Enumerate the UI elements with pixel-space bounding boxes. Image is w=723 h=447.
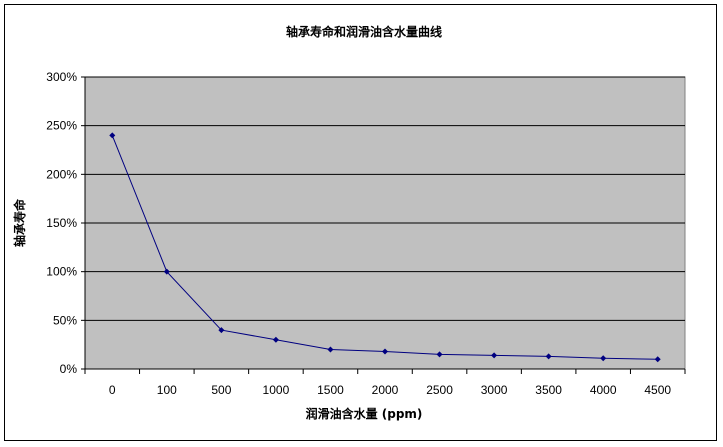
x-tick-label: 2500 bbox=[426, 383, 453, 397]
data-point bbox=[545, 353, 552, 360]
data-point bbox=[163, 268, 170, 275]
x-tick-label: 3000 bbox=[481, 383, 508, 397]
x-tick-label: 2000 bbox=[372, 383, 399, 397]
gridlines bbox=[84, 76, 685, 370]
data-point bbox=[272, 336, 279, 343]
data-point bbox=[382, 348, 388, 355]
y-tick-label: 0% bbox=[60, 362, 78, 376]
y-axis-ticks: 0% 50% 100% 150% 200% 250% 300% bbox=[46, 70, 85, 376]
x-tick-label: 100 bbox=[157, 383, 177, 397]
y-tick-label: 300% bbox=[46, 70, 77, 84]
x-tick-label: 1500 bbox=[317, 383, 344, 397]
y-tick-label: 50% bbox=[53, 313, 77, 327]
x-axis-title: 润滑油含水量 (ppm) bbox=[306, 406, 423, 421]
data-point bbox=[436, 351, 443, 358]
x-tick-label: 500 bbox=[211, 383, 231, 397]
data-point bbox=[654, 356, 661, 363]
y-tick-label: 250% bbox=[46, 119, 77, 133]
x-tick-label: 3500 bbox=[535, 383, 562, 397]
data-point bbox=[327, 346, 334, 353]
y-axis-title: 轴承寿命 bbox=[12, 198, 27, 247]
data-point bbox=[109, 132, 116, 139]
x-tick-label: 4000 bbox=[590, 383, 617, 397]
data-point bbox=[491, 352, 498, 359]
data-point bbox=[600, 355, 607, 362]
data-points bbox=[109, 132, 661, 363]
chart-title: 轴承寿命和润滑油含水量曲线 bbox=[286, 24, 442, 39]
y-tick-label: 100% bbox=[46, 265, 77, 279]
y-tick-label: 200% bbox=[46, 167, 77, 181]
x-axis-ticks: 0 100 500 1000 1500 2000 2500 3000 3500 4000 4500 bbox=[84, 369, 686, 397]
x-tick-label: 1000 bbox=[263, 383, 290, 397]
x-tick-label: 4500 bbox=[644, 383, 671, 397]
data-point bbox=[218, 327, 225, 334]
y-tick-label: 150% bbox=[46, 216, 77, 230]
x-tick-label: 0 bbox=[109, 383, 116, 397]
